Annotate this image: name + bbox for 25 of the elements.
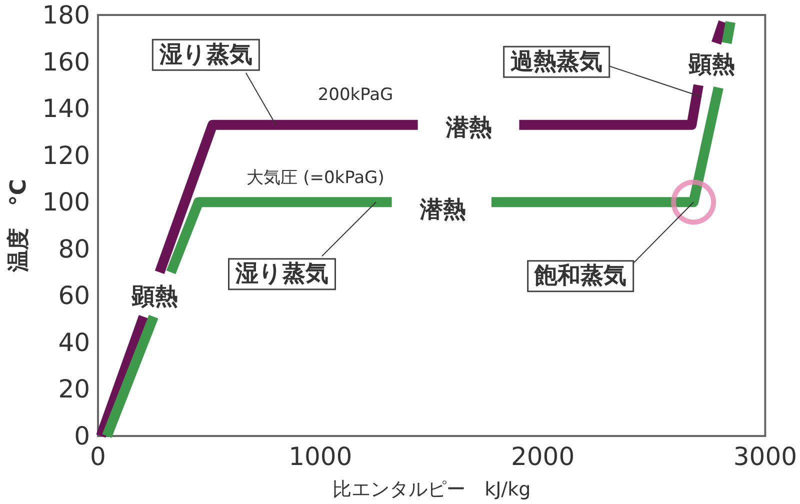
y-tick-label: 80: [58, 234, 90, 264]
y-tick-label: 60: [58, 281, 90, 310]
y-tick-label: 120: [42, 140, 90, 170]
series-label: 200kPaG: [318, 84, 394, 105]
y-tick-label: 140: [42, 94, 90, 124]
annotation: 湿り蒸気: [158, 42, 252, 68]
annotation: 潜熱: [419, 197, 466, 223]
annotation: 潜熱: [445, 115, 492, 141]
annotation: 飽和蒸気: [534, 263, 627, 290]
y-tick-label: 40: [58, 328, 90, 357]
x-tick-label: 1000: [288, 442, 352, 471]
x-tick-label: 3000: [733, 442, 797, 471]
y-tick-label: 160: [42, 47, 90, 76]
y-tick-label: 0: [74, 422, 90, 450]
y-tick-label: 20: [58, 374, 90, 404]
series-label: 大気圧 (=0kPaG): [246, 168, 384, 188]
annotation: 過熱蒸気: [510, 48, 603, 75]
annotation: 湿り蒸気: [234, 261, 328, 288]
y-tick-label: 180: [42, 0, 90, 30]
x-axis-title: 比エンタルピー kJ/kg: [332, 478, 531, 500]
annotation: 顕熱: [131, 284, 178, 310]
y-axis-title: 温度 °C: [6, 178, 32, 274]
y-tick-label: 100: [42, 188, 90, 217]
x-tick-label: 2000: [510, 442, 575, 471]
annotation: 顕熱: [688, 52, 735, 78]
